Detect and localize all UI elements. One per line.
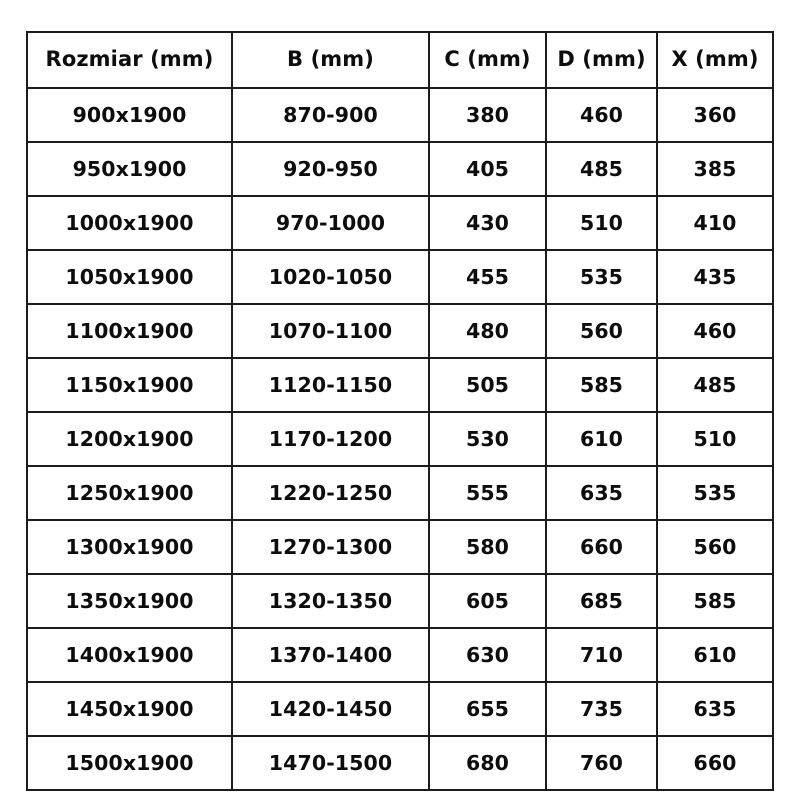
cell-x: 485 xyxy=(656,357,774,413)
table-row: 1300x1900 1270-1300 580 660 560 xyxy=(26,519,774,575)
cell-c: 555 xyxy=(428,465,547,521)
table-row: 1450x1900 1420-1450 655 735 635 xyxy=(26,681,774,737)
table-row: 900x1900 870-900 380 460 360 xyxy=(26,87,774,143)
cell-x: 360 xyxy=(656,87,774,143)
cell-b: 920-950 xyxy=(231,141,430,197)
table-row: 1000x1900 970-1000 430 510 410 xyxy=(26,195,774,251)
cell-d: 460 xyxy=(545,87,658,143)
table-row: 950x1900 920-950 405 485 385 xyxy=(26,141,774,197)
table-row: 1400x1900 1370-1400 630 710 610 xyxy=(26,627,774,683)
cell-b: 1170-1200 xyxy=(231,411,430,467)
cell-d: 485 xyxy=(545,141,658,197)
cell-c: 605 xyxy=(428,573,547,629)
cell-size: 1500x1900 xyxy=(26,735,233,791)
cell-x: 635 xyxy=(656,681,774,737)
cell-c: 580 xyxy=(428,519,547,575)
column-header-d: D (mm) xyxy=(545,31,658,89)
cell-d: 660 xyxy=(545,519,658,575)
cell-size: 1100x1900 xyxy=(26,303,233,359)
cell-c: 505 xyxy=(428,357,547,413)
cell-d: 585 xyxy=(545,357,658,413)
cell-size: 1300x1900 xyxy=(26,519,233,575)
cell-x: 585 xyxy=(656,573,774,629)
cell-d: 685 xyxy=(545,573,658,629)
cell-size: 1150x1900 xyxy=(26,357,233,413)
cell-b: 870-900 xyxy=(231,87,430,143)
column-header-b: B (mm) xyxy=(231,31,430,89)
dimension-table-container: Rozmiar (mm) B (mm) C (mm) D (mm) X (mm)… xyxy=(26,31,774,791)
cell-b: 1320-1350 xyxy=(231,573,430,629)
table-row: 1050x1900 1020-1050 455 535 435 xyxy=(26,249,774,305)
table-row: 1100x1900 1070-1100 480 560 460 xyxy=(26,303,774,359)
table-header: Rozmiar (mm) B (mm) C (mm) D (mm) X (mm) xyxy=(26,31,774,89)
cell-d: 760 xyxy=(545,735,658,791)
cell-c: 655 xyxy=(428,681,547,737)
table-row: 1350x1900 1320-1350 605 685 585 xyxy=(26,573,774,629)
cell-size: 1000x1900 xyxy=(26,195,233,251)
cell-b: 1470-1500 xyxy=(231,735,430,791)
cell-x: 385 xyxy=(656,141,774,197)
cell-size: 1050x1900 xyxy=(26,249,233,305)
cell-c: 380 xyxy=(428,87,547,143)
cell-size: 1200x1900 xyxy=(26,411,233,467)
cell-size: 1450x1900 xyxy=(26,681,233,737)
column-header-size: Rozmiar (mm) xyxy=(26,31,233,89)
cell-c: 530 xyxy=(428,411,547,467)
cell-b: 1070-1100 xyxy=(231,303,430,359)
cell-x: 660 xyxy=(656,735,774,791)
cell-d: 710 xyxy=(545,627,658,683)
cell-x: 460 xyxy=(656,303,774,359)
table-row: 1200x1900 1170-1200 530 610 510 xyxy=(26,411,774,467)
cell-c: 480 xyxy=(428,303,547,359)
cell-x: 510 xyxy=(656,411,774,467)
cell-d: 510 xyxy=(545,195,658,251)
cell-d: 535 xyxy=(545,249,658,305)
table-row: 1500x1900 1470-1500 680 760 660 xyxy=(26,735,774,791)
cell-x: 610 xyxy=(656,627,774,683)
cell-x: 535 xyxy=(656,465,774,521)
cell-size: 1250x1900 xyxy=(26,465,233,521)
cell-b: 1370-1400 xyxy=(231,627,430,683)
cell-x: 410 xyxy=(656,195,774,251)
cell-b: 1420-1450 xyxy=(231,681,430,737)
cell-b: 1020-1050 xyxy=(231,249,430,305)
cell-b: 1270-1300 xyxy=(231,519,430,575)
cell-b: 1220-1250 xyxy=(231,465,430,521)
table-row: 1250x1900 1220-1250 555 635 535 xyxy=(26,465,774,521)
cell-d: 560 xyxy=(545,303,658,359)
cell-size: 950x1900 xyxy=(26,141,233,197)
table-header-row: Rozmiar (mm) B (mm) C (mm) D (mm) X (mm) xyxy=(26,31,774,89)
cell-b: 1120-1150 xyxy=(231,357,430,413)
column-header-c: C (mm) xyxy=(428,31,547,89)
dimension-table: Rozmiar (mm) B (mm) C (mm) D (mm) X (mm)… xyxy=(26,31,774,791)
cell-size: 1350x1900 xyxy=(26,573,233,629)
cell-c: 430 xyxy=(428,195,547,251)
cell-x: 560 xyxy=(656,519,774,575)
cell-x: 435 xyxy=(656,249,774,305)
cell-c: 680 xyxy=(428,735,547,791)
table-body: 900x1900 870-900 380 460 360 950x1900 920-950 4… xyxy=(26,87,774,791)
cell-c: 630 xyxy=(428,627,547,683)
column-header-x: X (mm) xyxy=(656,31,774,89)
cell-c: 405 xyxy=(428,141,547,197)
cell-c: 455 xyxy=(428,249,547,305)
cell-d: 735 xyxy=(545,681,658,737)
cell-size: 1400x1900 xyxy=(26,627,233,683)
cell-size: 900x1900 xyxy=(26,87,233,143)
cell-b: 970-1000 xyxy=(231,195,430,251)
cell-d: 610 xyxy=(545,411,658,467)
cell-d: 635 xyxy=(545,465,658,521)
table-row: 1150x1900 1120-1150 505 585 485 xyxy=(26,357,774,413)
